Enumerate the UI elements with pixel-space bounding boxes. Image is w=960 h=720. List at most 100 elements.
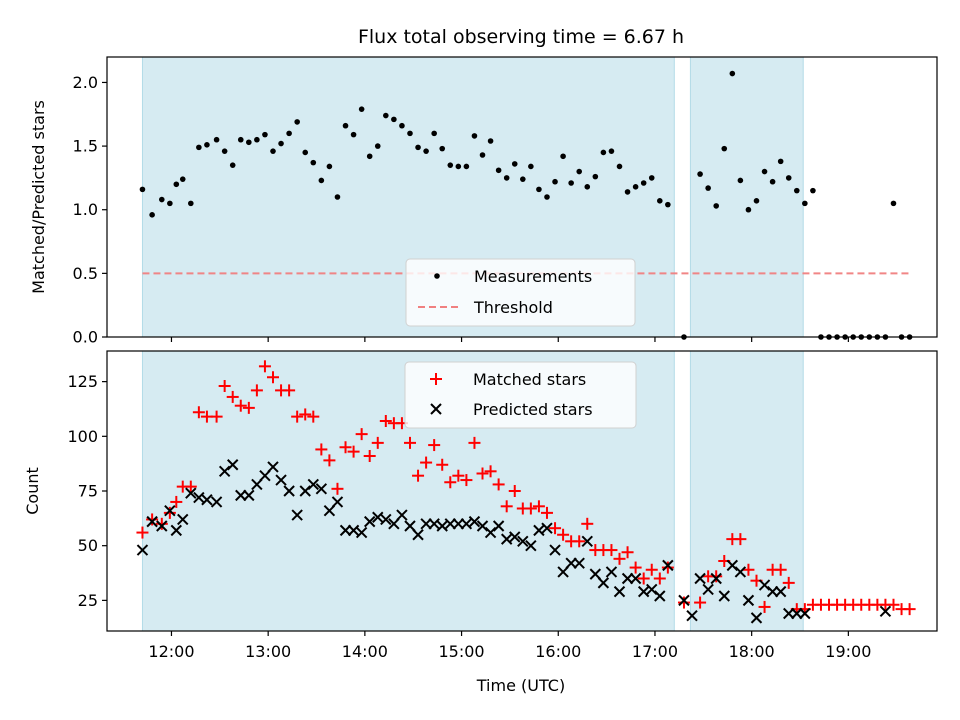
predicted-star-point [758, 579, 771, 591]
matched-star-point [508, 485, 521, 497]
predicted-star-point [218, 465, 231, 478]
x-tick-label: 14:00 [342, 642, 388, 661]
top-y-tick-label: 0.0 [73, 328, 98, 347]
top-x-ticks [170, 337, 849, 342]
bottom-y-tick-label: 25 [78, 591, 98, 610]
measurement-point [697, 171, 703, 177]
predicted-star-point [476, 520, 489, 532]
measurement-point [350, 131, 357, 138]
predicted-star-point [323, 504, 336, 517]
measurement-point [729, 70, 736, 77]
top-y-tick-label: 1.0 [73, 200, 98, 219]
predicted-star-point [702, 583, 714, 596]
x-tick-label: 15:00 [439, 642, 485, 661]
matched-star-point [645, 563, 658, 576]
measurement-point [632, 184, 639, 190]
measurement-point [188, 200, 194, 207]
measurement-point [286, 130, 292, 137]
measurement-point [423, 148, 429, 154]
measurement-point [407, 130, 413, 137]
measurement-point [705, 185, 711, 191]
measurement-point [213, 136, 220, 143]
measurement-point [560, 153, 566, 160]
legend-matched-label: Matched stars [473, 370, 586, 389]
predicted-star-point [734, 566, 747, 578]
measurement-point [745, 206, 752, 213]
measurement-point [229, 162, 236, 168]
predicted-star-point [275, 474, 287, 486]
matched-star-point [299, 408, 312, 421]
predicted-star-point [662, 559, 674, 572]
measurement-point [592, 173, 599, 180]
predicted-star-point [589, 568, 602, 580]
predicted-star-point [742, 594, 755, 607]
predicted-star-point [136, 544, 149, 556]
measurement-point [302, 149, 309, 156]
measurement-point [139, 186, 146, 193]
predicted-star-point [484, 526, 497, 539]
matched-star-point [218, 380, 231, 392]
measurement-point [149, 212, 155, 218]
predicted-star-point [347, 524, 360, 537]
top-y-tick-label: 1.5 [73, 137, 98, 156]
bottom-x-axis: 12:00 13:00 14:00 15:00 16:00 17:00 18:00 19:00 [148, 631, 871, 661]
matched-star-point [315, 443, 328, 456]
measurement-point [487, 138, 494, 144]
measurement-point [310, 159, 317, 166]
predicted-star-point [146, 515, 158, 528]
measurement-point [608, 148, 615, 154]
matched-star-point [371, 436, 384, 449]
matched-star-point [184, 480, 197, 493]
matched-star-point [524, 502, 537, 515]
predicted-star-point [605, 566, 618, 578]
x-axis-label: Time (UTC) [476, 676, 565, 695]
x-tick-label: 13:00 [245, 642, 291, 661]
matched-star-point [307, 410, 320, 423]
predicted-star-point [533, 524, 545, 537]
predicted-star-point [492, 520, 505, 532]
matched-star-point [436, 458, 449, 471]
matched-star-point [774, 563, 787, 576]
measurement-point [753, 198, 760, 204]
measurement-point [503, 175, 510, 181]
top-chart-title: Flux total observing time = 6.67 h [358, 26, 684, 48]
measurement-point [196, 144, 202, 151]
bottom-y-tick-label: 100 [67, 427, 98, 446]
measurement-point [785, 175, 792, 181]
predicted-star-point [637, 585, 650, 598]
measurement-point [802, 200, 808, 207]
matched-star-point [887, 598, 900, 611]
matched-star-point [146, 513, 159, 526]
matched-star-point [323, 454, 336, 467]
measurement-point [334, 194, 341, 200]
measurement-point [179, 176, 186, 182]
matched-star-point [621, 546, 634, 559]
predicted-star-point [581, 535, 593, 548]
predicted-star-point [517, 535, 529, 548]
measurement-point [294, 119, 300, 125]
measurement-point [769, 178, 776, 185]
matched-star-point [492, 478, 505, 491]
matched-star-point [476, 467, 489, 480]
predicted-star-point [678, 594, 690, 607]
matched-star-point [742, 563, 755, 576]
measurement-point [463, 163, 470, 170]
predicted-star-point [201, 494, 213, 506]
predicted-star-point [412, 529, 424, 541]
measurement-point [536, 186, 542, 193]
bottom-series [136, 360, 916, 624]
bottom-axes-frame [106, 350, 938, 632]
matched-star-point [155, 517, 168, 530]
predicted-star-point [388, 518, 400, 530]
measurement-point [399, 122, 405, 129]
predicted-star-point [686, 609, 698, 622]
matched-star-point [363, 450, 376, 462]
matched-star-point [291, 410, 304, 423]
legend-matched-marker [430, 373, 442, 385]
predicted-star-point [460, 518, 473, 530]
measurement-point [342, 122, 349, 129]
predicted-star-point [193, 491, 205, 504]
predicted-star-point [428, 518, 440, 530]
bottom-y-axis: 25 50 75 100 125 [67, 372, 107, 610]
x-tick-label: 16:00 [535, 642, 581, 661]
